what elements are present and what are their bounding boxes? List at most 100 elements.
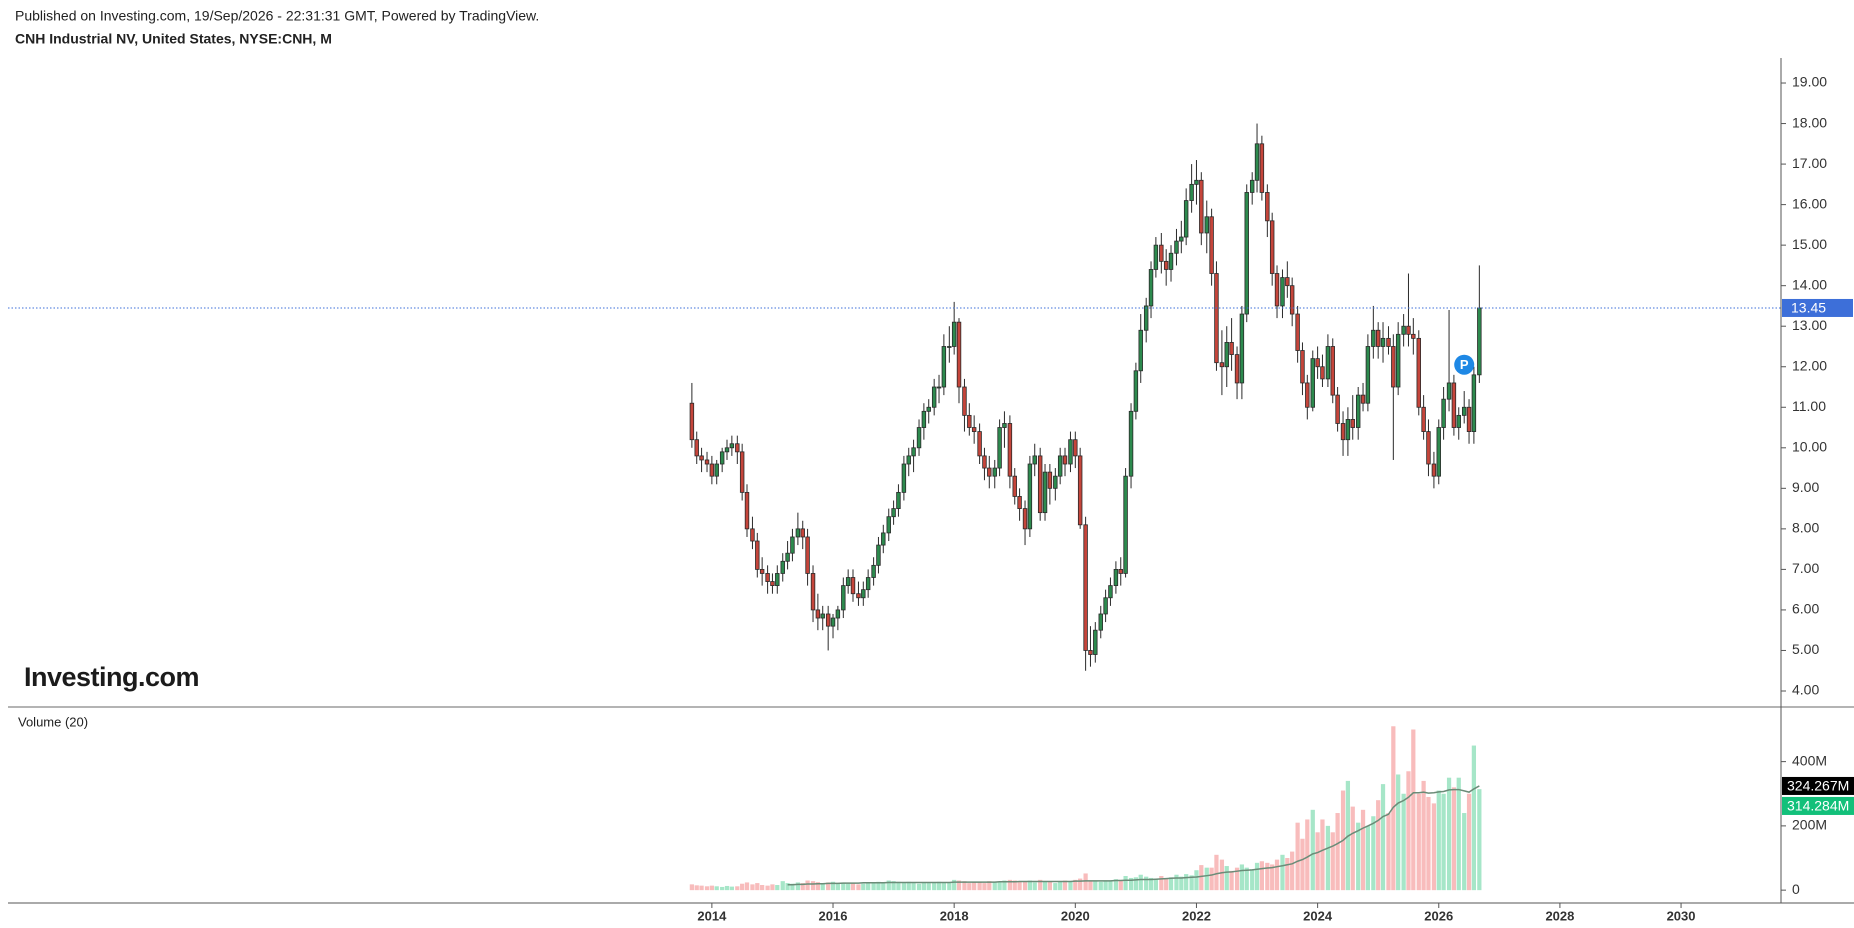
volume-bar — [1007, 879, 1013, 891]
candle-body — [951, 321, 957, 347]
candle-body — [1431, 463, 1437, 477]
source-text: Published on Investing.com, 19/Sep/2026 … — [15, 8, 539, 24]
candle-body — [1088, 650, 1093, 655]
candle-body — [841, 585, 846, 611]
y-tick-label: 18.00 — [1792, 114, 1827, 130]
volume-bar — [891, 881, 896, 891]
candle-body — [881, 532, 886, 546]
candle-body — [1259, 143, 1265, 193]
candle-body — [1002, 423, 1007, 428]
candle-body — [1456, 414, 1461, 428]
volume-bar — [1436, 790, 1441, 891]
volume-last-box — [1782, 796, 1854, 815]
y-tick-label: 16.00 — [1792, 195, 1827, 211]
volume-bar — [997, 881, 1002, 891]
candle-body — [790, 536, 795, 554]
volume-bar — [921, 882, 926, 891]
candle-body — [755, 540, 760, 570]
candle-body — [936, 386, 942, 389]
candle-body — [1300, 350, 1305, 384]
candle-body — [1053, 475, 1058, 489]
candle-body — [1406, 325, 1411, 335]
candle-body — [1077, 455, 1083, 526]
y-tick-label: 4.00 — [1792, 682, 1819, 698]
volume-bar — [1305, 819, 1310, 891]
volume-bar — [1462, 813, 1467, 891]
candle-body — [1037, 455, 1043, 514]
volume-bar — [947, 882, 952, 891]
candle-body — [1057, 455, 1063, 477]
volume-bar — [694, 885, 699, 891]
volume-bar — [1446, 777, 1452, 891]
candle-body — [1401, 325, 1406, 335]
volume-bar — [785, 883, 790, 891]
volume-bar — [1285, 858, 1290, 891]
volume-bar — [1032, 882, 1037, 891]
candle-body — [744, 491, 750, 530]
candle-body — [906, 455, 911, 465]
candle-body — [739, 451, 745, 493]
volume-bar — [1204, 867, 1209, 891]
candle-body — [1209, 216, 1214, 274]
x-tick-label: 2026 — [1424, 908, 1453, 923]
volume-bar — [1038, 879, 1043, 891]
candle-body — [1068, 439, 1073, 465]
volume-bar — [720, 886, 725, 891]
candle-body — [1310, 358, 1315, 408]
candle-body — [1128, 410, 1134, 477]
volume-bar — [1421, 780, 1426, 891]
candle-body — [1073, 439, 1078, 457]
candle-body — [971, 427, 977, 432]
volume-bar — [871, 882, 876, 891]
x-tick-label: 2016 — [819, 908, 848, 923]
candle-body — [1098, 613, 1103, 631]
y-tick-label: 19.00 — [1792, 74, 1827, 90]
y-tick-label: 13.00 — [1792, 317, 1827, 333]
volume-y-tick-label: 200M — [1792, 817, 1827, 833]
candle-body — [1426, 431, 1431, 465]
candle-body — [1466, 406, 1472, 432]
volume-bar — [729, 886, 734, 891]
candle-body — [977, 431, 982, 457]
candle-body — [1285, 277, 1290, 287]
x-tick-label: 2018 — [940, 908, 969, 923]
volume-bar — [1250, 869, 1255, 891]
y-tick-label: 17.00 — [1792, 155, 1827, 171]
candle-body — [941, 346, 947, 388]
volume-bar — [830, 881, 836, 891]
volume-bar — [790, 883, 795, 891]
candle-body — [1360, 394, 1366, 404]
volume-bar — [1153, 878, 1158, 891]
volume-bar — [1012, 880, 1017, 891]
volume-bar — [972, 882, 977, 891]
volume-bar — [1053, 883, 1058, 891]
candle-body — [1391, 346, 1396, 388]
volume-bar — [1371, 816, 1376, 891]
volume-bar — [760, 885, 765, 891]
candle-body — [820, 613, 825, 619]
candle-body — [1143, 305, 1149, 331]
volume-bar — [815, 882, 820, 891]
candle-body — [1446, 382, 1452, 400]
volume-bar — [911, 883, 916, 891]
candle-body — [931, 386, 937, 408]
volume-bar — [1325, 825, 1331, 891]
y-tick-label: 5.00 — [1792, 641, 1819, 657]
last-price-label: 13.45 — [1791, 300, 1826, 316]
volume-bar — [1451, 787, 1457, 891]
candle-body — [1477, 307, 1482, 376]
volume-bar — [876, 881, 881, 891]
candle-body — [1047, 471, 1053, 489]
volume-bar — [1234, 867, 1240, 891]
candle-body — [926, 406, 931, 412]
volume-bar — [755, 883, 760, 891]
volume-bar — [826, 882, 831, 891]
candle-body — [1007, 423, 1013, 477]
candle-body — [1214, 273, 1219, 364]
volume-bar — [1380, 784, 1386, 891]
annotation-marker — [1454, 354, 1475, 375]
candle-body — [1183, 200, 1189, 238]
candle-body — [1330, 346, 1335, 396]
candle-body — [865, 577, 871, 591]
candle-body — [825, 613, 831, 627]
